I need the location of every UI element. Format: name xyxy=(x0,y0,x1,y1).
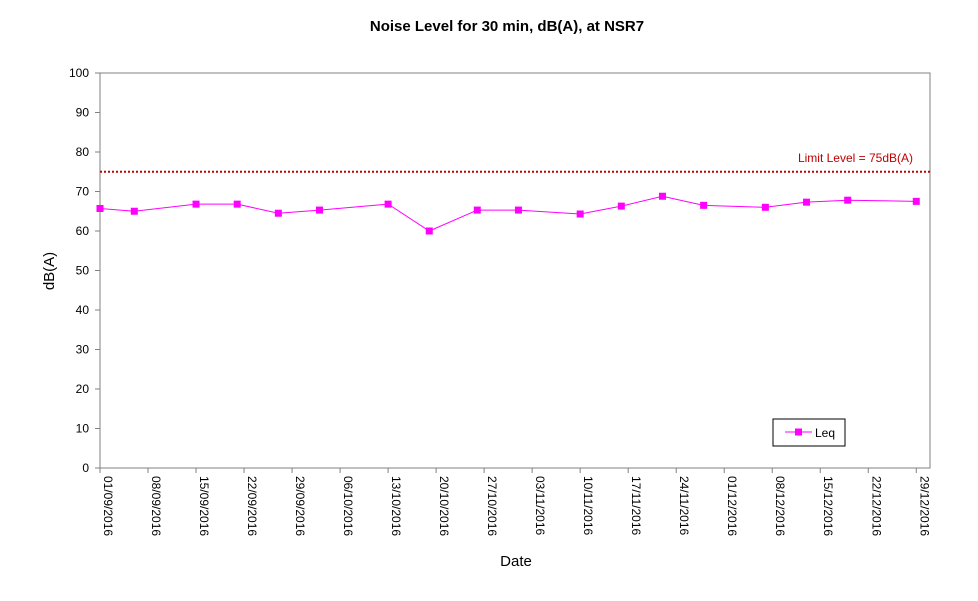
y-tick-label: 10 xyxy=(76,422,90,436)
data-point xyxy=(130,207,138,215)
y-tick-label: 60 xyxy=(76,224,90,238)
x-tick-label: 20/10/2016 xyxy=(437,476,451,536)
data-point xyxy=(96,204,104,212)
y-tick-label: 70 xyxy=(76,185,90,199)
y-tick-label: 40 xyxy=(76,303,90,317)
x-tick-label: 03/11/2016 xyxy=(533,476,547,535)
y-tick-label: 50 xyxy=(76,264,90,278)
x-tick-label: 08/09/2016 xyxy=(149,476,163,536)
y-tick-label: 100 xyxy=(69,66,89,80)
data-point xyxy=(384,200,392,208)
data-point xyxy=(514,206,522,214)
y-axis-title: dB(A) xyxy=(41,252,58,290)
data-point xyxy=(192,200,200,208)
series-line xyxy=(99,195,917,232)
x-tick-label: 01/12/2016 xyxy=(725,476,739,536)
plot-area-frame xyxy=(99,72,931,469)
y-axis: 0 10 20 30 40 50 60 70 80 90 100 xyxy=(69,66,100,475)
limit-label: Limit Level = 75dB(A) xyxy=(798,151,913,165)
x-tick-label: 22/09/2016 xyxy=(245,476,259,536)
x-tick-label: 08/12/2016 xyxy=(773,476,787,536)
x-tick-label: 10/11/2016 xyxy=(581,476,595,535)
series-leq xyxy=(96,192,920,235)
x-axis: 01/09/2016 08/09/2016 15/09/2016 22/09/2016… xyxy=(99,468,931,536)
x-tick-label: 06/10/2016 xyxy=(341,476,355,536)
data-point xyxy=(316,206,324,214)
x-axis-title: Date xyxy=(500,553,532,570)
legend-label-leq: Leq xyxy=(815,426,835,440)
y-tick-label: 0 xyxy=(82,461,89,475)
legend: Leq xyxy=(772,418,846,447)
limit-level: Limit Level = 75dB(A) xyxy=(100,151,930,173)
x-tick-label: 29/09/2016 xyxy=(293,476,307,536)
data-point xyxy=(803,198,811,206)
x-tick-label: 29/12/2016 xyxy=(917,476,931,536)
x-tick-label: 17/11/2016 xyxy=(629,476,643,535)
legend-swatch-marker xyxy=(795,428,802,436)
x-tick-label: 27/10/2016 xyxy=(485,476,499,536)
data-point xyxy=(844,196,852,204)
y-tick-label: 80 xyxy=(76,145,90,159)
y-tick-label: 30 xyxy=(76,343,90,357)
x-tick-label: 01/09/2016 xyxy=(101,476,115,536)
y-tick-label: 20 xyxy=(76,382,90,396)
y-tick-label: 90 xyxy=(76,106,90,120)
x-tick-label: 24/11/2016 xyxy=(677,476,691,535)
data-point xyxy=(617,202,625,210)
data-point xyxy=(473,206,481,214)
data-point xyxy=(274,209,282,217)
data-point xyxy=(912,197,920,205)
x-tick-label: 22/12/2016 xyxy=(869,476,883,536)
data-point xyxy=(233,200,241,208)
data-point xyxy=(658,192,666,200)
x-tick-label: 15/12/2016 xyxy=(821,476,835,536)
data-point xyxy=(425,227,433,235)
chart-title: Noise Level for 30 min, dB(A), at NSR7 xyxy=(370,18,644,35)
x-tick-label: 15/09/2016 xyxy=(197,476,211,536)
data-point xyxy=(761,203,769,211)
data-point xyxy=(700,201,708,209)
data-point xyxy=(576,210,584,218)
x-tick-label: 13/10/2016 xyxy=(389,476,403,536)
